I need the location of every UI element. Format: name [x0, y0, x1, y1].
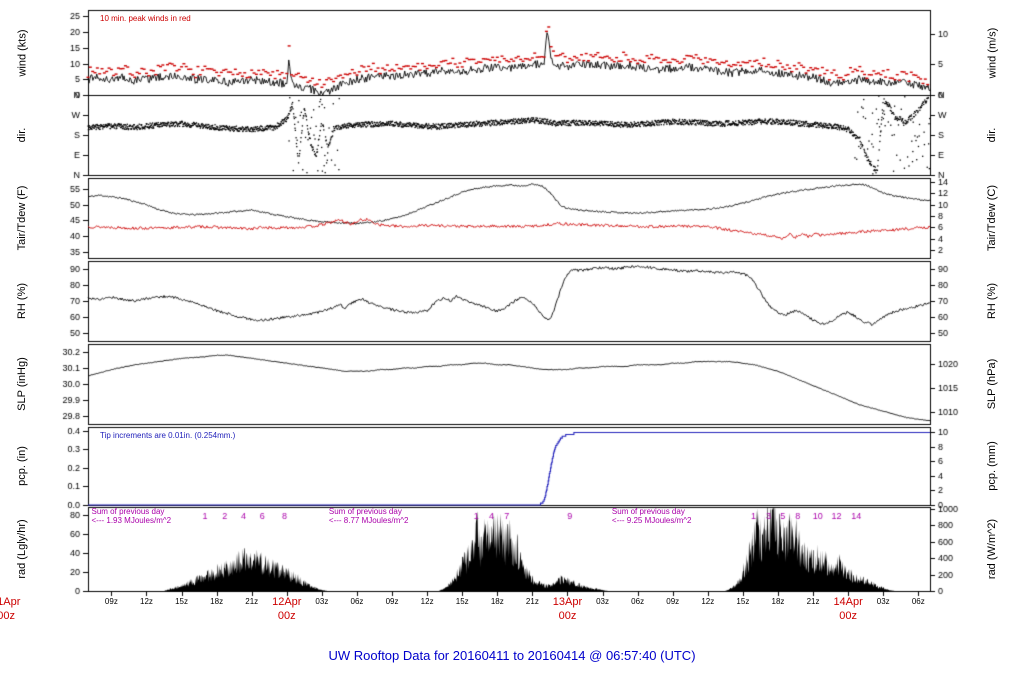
page-title: UW Rooftop Data for 20160411 to 20160414…: [328, 648, 696, 663]
wind-peak-annotation: 10 min. peak winds in red: [100, 14, 191, 23]
pcp-tip-annotation: Tip increments are 0.01in. (0.254mm.): [100, 431, 236, 440]
